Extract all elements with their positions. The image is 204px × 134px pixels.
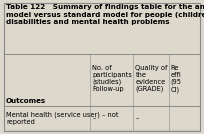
Text: –: –	[135, 116, 139, 121]
Text: Table 122   Summary of findings table for the analysis of inr
model versus stand: Table 122 Summary of findings table for …	[6, 4, 204, 25]
Text: Mental health (service user) – not
reported: Mental health (service user) – not repor…	[6, 112, 119, 125]
Bar	[4, 3, 200, 54]
Text: No. of
participants
(studies)
Follow-up: No. of participants (studies) Follow-up	[92, 65, 132, 92]
Text: –: –	[92, 116, 96, 121]
Text: Quality of
the
evidence
(GRADE): Quality of the evidence (GRADE)	[135, 65, 168, 92]
Bar	[4, 106, 200, 131]
Text: Outcomes: Outcomes	[6, 98, 46, 104]
Bar	[4, 54, 200, 106]
Text: Re
effi
(95
CI): Re effi (95 CI)	[171, 65, 182, 92]
